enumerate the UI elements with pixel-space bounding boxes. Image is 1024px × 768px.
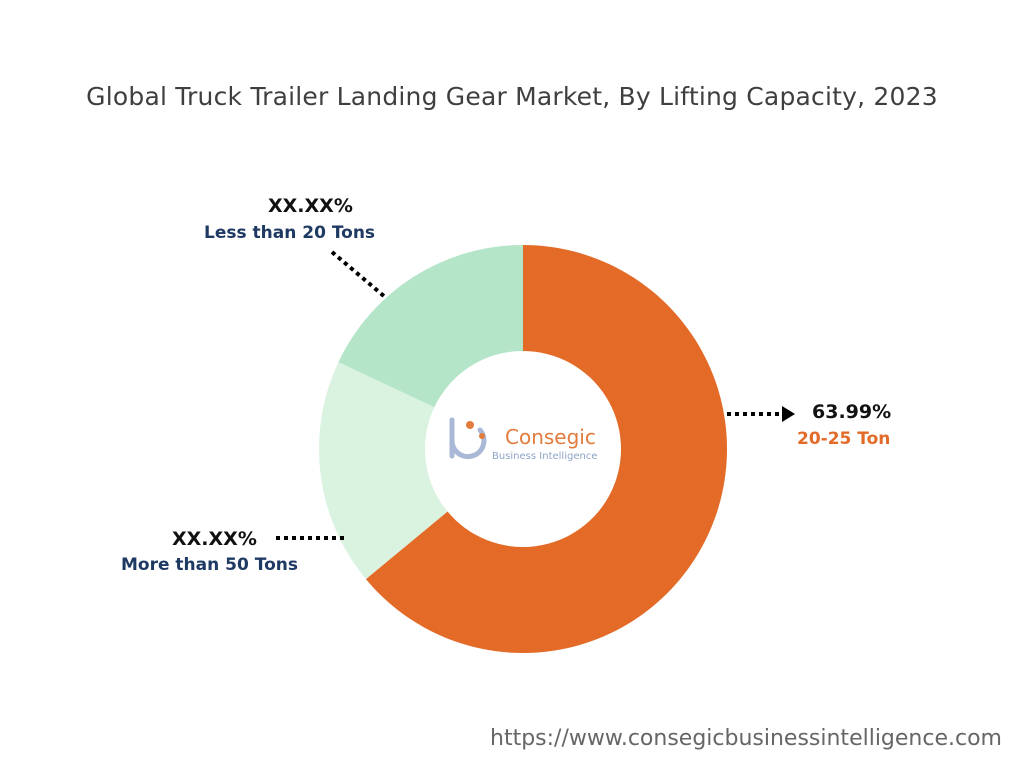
value-label-more-than-50-tons: XX.XX%: [172, 528, 257, 550]
callout-leaders: [276, 250, 795, 540]
logo-icon: [449, 417, 487, 460]
value-label-less-than-20-tons: XX.XX%: [268, 195, 353, 217]
logo-name: Consegic: [505, 425, 596, 449]
slice-20-25-ton: [365, 245, 727, 653]
slice-labels: 63.99% 20-25 Ton XX.XX% Less than 20 Ton…: [121, 195, 891, 575]
arrow-head-20-25-ton: [782, 406, 795, 422]
chart-title: Global Truck Trailer Landing Gear Market…: [86, 82, 938, 111]
value-label-20-25-ton: 63.99%: [812, 401, 891, 423]
category-label-less-than-20-tons: Less than 20 Tons: [204, 223, 375, 243]
source-url: https://www.consegicbusinessintelligence…: [490, 726, 1002, 751]
leader-less-than-20-tons: [330, 250, 387, 299]
category-label-20-25-ton: 20-25 Ton: [797, 429, 890, 449]
logo-tagline: Business Intelligence: [492, 451, 597, 462]
donut-slices: [318, 245, 727, 653]
slice-less-than-20-tons: [338, 245, 523, 408]
category-label-more-than-50-tons: More than 50 Tons: [121, 555, 298, 575]
slice-more-than-50-tons: [318, 362, 448, 580]
consegic-logo: Consegic Business Intelligence: [449, 417, 597, 462]
